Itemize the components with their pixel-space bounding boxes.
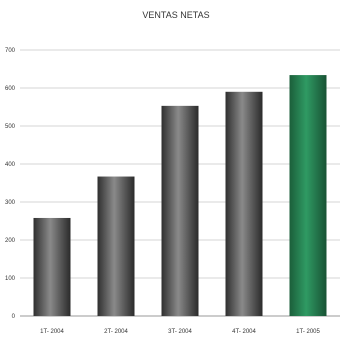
y-tick-label: 0 — [12, 314, 16, 320]
x-category-label: 3T- 2004 — [168, 329, 192, 335]
x-category-label: 1T- 2004 — [40, 329, 64, 335]
x-category-label: 1T- 2005 — [296, 329, 320, 335]
bar-1t-2004 — [33, 217, 71, 316]
chart-title: VENTAS NETAS — [142, 10, 209, 20]
y-tick-label: 200 — [5, 238, 16, 244]
bar-4t-2004 — [225, 91, 263, 316]
x-axis-category-labels: 1T- 2004 2T- 2004 3T- 2004 4T- 2004 1T- 2005 — [40, 329, 320, 335]
bar-3t-2004 — [161, 105, 199, 316]
y-tick-label: 400 — [5, 162, 16, 168]
y-tick-label: 500 — [5, 124, 16, 130]
y-tick-label: 100 — [5, 276, 16, 282]
y-tick-label: 700 — [5, 48, 16, 54]
bar-1t-2005 — [289, 75, 327, 316]
bars — [33, 75, 327, 316]
x-category-label: 4T- 2004 — [232, 329, 256, 335]
x-category-label: 2T- 2004 — [104, 329, 128, 335]
bar-2t-2004 — [97, 176, 135, 316]
y-tick-label: 300 — [5, 200, 16, 206]
y-axis-tick-labels: 0 100 200 300 400 500 600 700 — [5, 48, 16, 320]
y-tick-label: 600 — [5, 86, 16, 92]
